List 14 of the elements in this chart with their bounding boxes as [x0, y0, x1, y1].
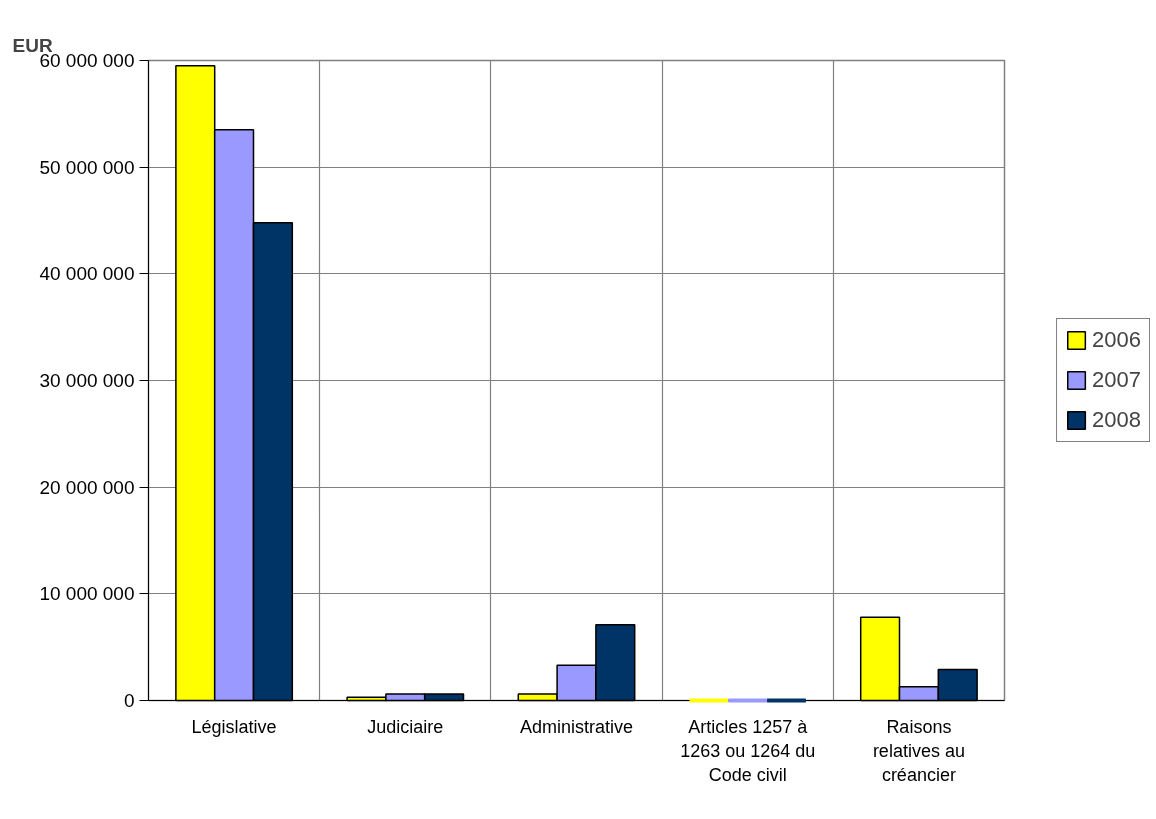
legend-label: 2008 [1092, 407, 1141, 433]
y-tick-label: 40 000 000 [39, 263, 135, 285]
x-tick-label: Raisons relatives au créancier [872, 716, 965, 785]
legend-label: 2006 [1092, 327, 1141, 353]
y-tick-label: 50 000 000 [39, 156, 135, 178]
legend-label: 2007 [1092, 367, 1141, 393]
x-tick-label: Législative [191, 716, 277, 737]
y-tick-label: 0 [123, 690, 135, 711]
y-tick-label: 30 000 000 [39, 370, 135, 391]
y-tick-label: 20 000 000 [39, 476, 135, 498]
y-tick-label: 10 000 000 [39, 583, 135, 605]
x-tick-label: Articles 1257 à 1263 ou 1264 du Code civil [680, 716, 816, 785]
x-tick-label: Administrative [519, 716, 634, 737]
x-tick-label: Judiciaire [367, 716, 444, 737]
